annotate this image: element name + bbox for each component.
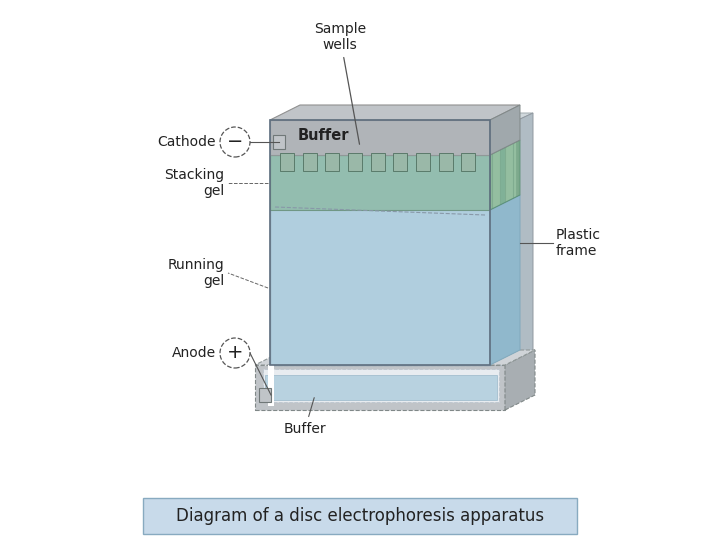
- Circle shape: [220, 338, 250, 368]
- Text: +: +: [227, 343, 243, 362]
- Circle shape: [220, 127, 250, 157]
- Polygon shape: [490, 195, 520, 365]
- Text: Stacking
gel: Stacking gel: [164, 168, 224, 198]
- Polygon shape: [259, 388, 271, 402]
- Polygon shape: [273, 135, 285, 149]
- Polygon shape: [268, 365, 274, 406]
- Text: Sample
wells: Sample wells: [314, 22, 366, 144]
- Text: Plastic
frame: Plastic frame: [556, 228, 601, 258]
- Polygon shape: [302, 153, 317, 171]
- Polygon shape: [505, 350, 535, 410]
- Text: Diagram of a disc electrophoresis apparatus: Diagram of a disc electrophoresis appara…: [176, 507, 544, 525]
- Polygon shape: [516, 120, 518, 365]
- FancyBboxPatch shape: [143, 498, 577, 534]
- Polygon shape: [518, 113, 533, 365]
- Polygon shape: [505, 120, 513, 365]
- Polygon shape: [490, 140, 520, 210]
- Polygon shape: [462, 153, 475, 171]
- Polygon shape: [348, 153, 362, 171]
- Polygon shape: [490, 105, 520, 155]
- Polygon shape: [500, 120, 505, 365]
- Text: Buffer: Buffer: [284, 397, 326, 436]
- Polygon shape: [270, 120, 490, 365]
- Polygon shape: [265, 375, 497, 400]
- Text: −: −: [227, 132, 243, 152]
- Polygon shape: [270, 105, 520, 120]
- Polygon shape: [255, 365, 505, 410]
- Polygon shape: [492, 120, 500, 365]
- Text: Buffer: Buffer: [298, 129, 349, 144]
- Polygon shape: [393, 153, 408, 171]
- Text: Running
gel: Running gel: [167, 258, 224, 288]
- Polygon shape: [492, 113, 533, 120]
- Polygon shape: [416, 153, 430, 171]
- Polygon shape: [438, 153, 453, 171]
- Text: Anode: Anode: [172, 346, 216, 360]
- Polygon shape: [280, 153, 294, 171]
- Polygon shape: [371, 153, 384, 171]
- Polygon shape: [325, 153, 339, 171]
- Polygon shape: [270, 120, 490, 155]
- Text: Cathode: Cathode: [158, 135, 216, 149]
- Polygon shape: [255, 350, 535, 365]
- Polygon shape: [263, 369, 499, 402]
- Polygon shape: [270, 155, 490, 210]
